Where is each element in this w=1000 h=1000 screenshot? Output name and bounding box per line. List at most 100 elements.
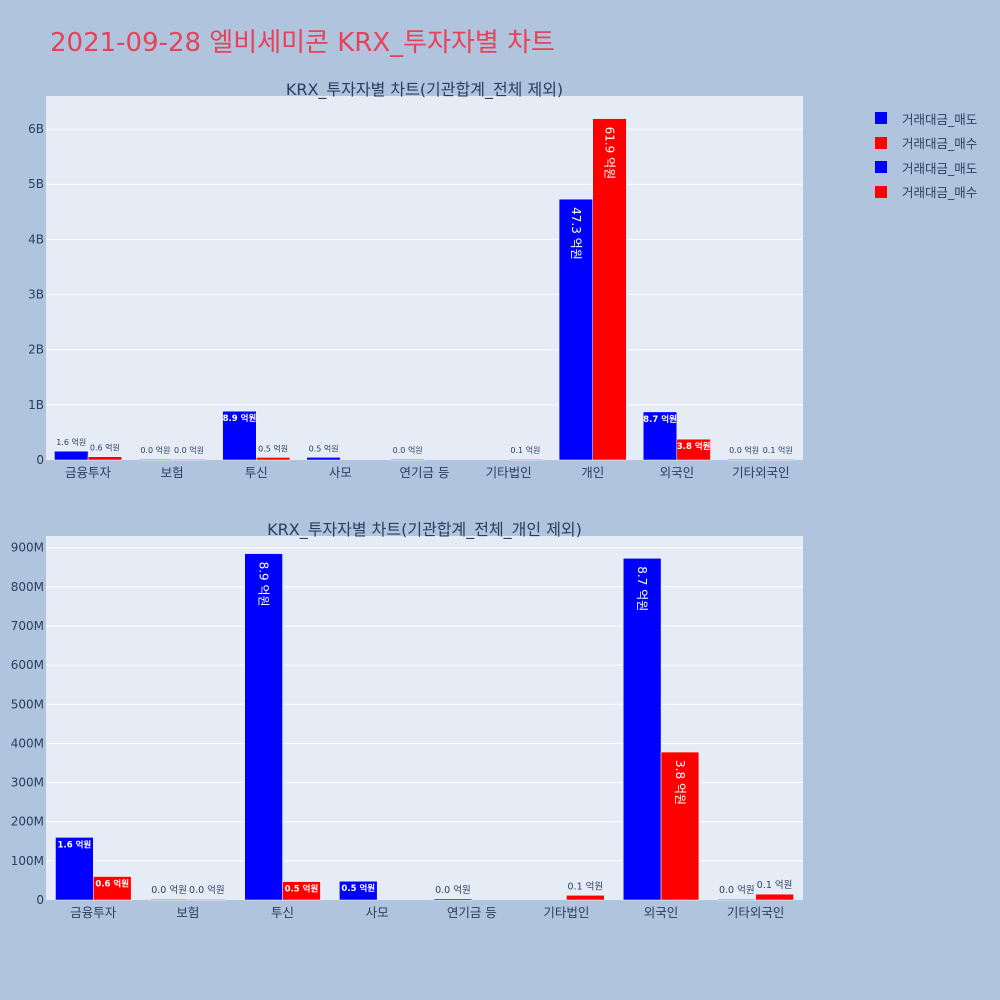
bar-data-label: 0.0 억원	[729, 445, 759, 455]
bar-sell	[339, 880, 378, 901]
bar-sell	[642, 411, 678, 461]
bar-data-label: 0.0 억원	[140, 445, 170, 455]
legend[interactable]: 거래대금_매도 거래대금_매수 거래대금_매도 거래대금_매수	[875, 106, 977, 204]
bar-buy	[566, 895, 605, 901]
bar-data-label: 61.9 억원	[603, 127, 617, 180]
bar-sell	[222, 410, 257, 461]
bar-data-label: 0.6 억원	[90, 443, 120, 453]
bar-data-label: 0.0 억원	[393, 445, 423, 455]
bar-buy	[592, 118, 627, 461]
bar-sell	[727, 458, 762, 461]
bar-data-label: 0.6 억원	[95, 879, 129, 890]
bar-sell	[433, 898, 473, 901]
x-tick-label: 금융투자	[70, 905, 117, 920]
x-tick-label: 사모	[329, 465, 352, 480]
legend-label: 거래대금_매도	[902, 160, 978, 176]
legend-label: 거래대금_매수	[902, 185, 978, 201]
bar-data-label: 0.5 억원	[285, 884, 319, 895]
x-tick-label: 기타법인	[486, 465, 532, 480]
y-tick-label: 3B	[28, 288, 44, 302]
bar-buy	[256, 457, 291, 461]
bar-sell	[622, 558, 662, 901]
bar-data-label: 0.0 억원	[151, 884, 187, 896]
chart-title: KRX_투자자별 차트(기관합계_전체_개인 제외)	[267, 520, 582, 540]
bar-sell	[558, 198, 593, 461]
bar-sell	[390, 458, 425, 461]
bar-buy	[93, 876, 132, 901]
bar-data-label: 8.7 억원	[635, 566, 649, 611]
bar-buy	[171, 458, 207, 461]
bar-sell	[306, 457, 341, 461]
x-tick-label: 연기금 등	[447, 905, 497, 920]
bar-sell	[138, 458, 173, 461]
chart-1: 0 1B 2B 3B 4B 5B 6B KRX_투자자별 차트(기관합계_전체 제외) 금융투자…	[28, 80, 803, 480]
y-tick-label: 200M	[11, 815, 44, 829]
bar-data-label: 0.0 억원	[174, 445, 204, 455]
x-tick-label: 기타법인	[543, 905, 589, 920]
x-tick-label: 연기금 등	[400, 465, 450, 480]
bar-data-label: 0.5 억원	[341, 883, 375, 894]
x-tick-label: 개인	[581, 465, 604, 480]
legend-item-buy-2[interactable]: 거래대금_매수	[875, 180, 977, 205]
bar-data-label: 0.1 억원	[763, 445, 793, 455]
bar-sell	[55, 837, 94, 901]
bar-data-label: 8.9 억원	[223, 413, 257, 424]
legend-label: 거래대금_매수	[902, 136, 978, 152]
x-tick-label: 외국인	[644, 905, 679, 920]
x-tick-label: 투신	[271, 905, 294, 920]
y-tick-label: 4B	[28, 232, 44, 246]
bar-sell	[149, 898, 189, 901]
legend-swatch-buy	[875, 136, 887, 149]
bar-data-label: 0.5 억원	[258, 443, 288, 453]
bar-data-label: 0.0 억원	[719, 884, 755, 896]
bar-data-label: 0.1 억원	[757, 879, 793, 891]
y-tick-label: 900M	[11, 541, 44, 555]
bar-buy	[676, 438, 711, 461]
y-tick-label: 500M	[11, 697, 44, 711]
legend-item-sell-2[interactable]: 거래대금_매도	[875, 155, 977, 180]
bar-data-label: 3.8 억원	[677, 441, 711, 452]
bar-buy	[187, 898, 227, 901]
y-tick-label: 0	[36, 453, 44, 467]
legend-item-sell[interactable]: 거래대금_매도	[875, 106, 977, 131]
y-tick-label: 100M	[11, 854, 44, 868]
y-tick-label: 700M	[11, 619, 44, 633]
bar-data-label: 0.5 억원	[309, 443, 339, 453]
legend-swatch-buy	[875, 185, 887, 198]
bar-sell	[717, 898, 756, 901]
page-title: 2021-09-28 엘비세미콘 KRX_투자자별 차트	[50, 28, 555, 58]
bar-data-label: 3.8 억원	[673, 760, 687, 805]
legend-label: 거래대금_매도	[902, 111, 978, 127]
x-tick-label: 외국인	[660, 465, 695, 480]
bar-data-label: 47.3 억원	[569, 207, 583, 260]
bar-buy	[660, 751, 700, 901]
x-tick-label: 투신	[245, 465, 268, 480]
x-tick-label: 기타외국인	[732, 465, 790, 480]
bar-data-label: 8.7 억원	[643, 414, 677, 425]
bar-buy	[755, 893, 794, 901]
y-tick-label: 800M	[11, 580, 44, 594]
y-tick-label: 2B	[28, 343, 44, 357]
x-tick-label: 보험	[176, 905, 199, 920]
legend-swatch-sell	[875, 112, 887, 125]
bar-data-label: 0.0 억원	[189, 884, 225, 896]
x-tick-label: 보험	[161, 465, 184, 480]
bar-sell	[54, 450, 89, 461]
bar-buy	[87, 456, 122, 461]
bar-buy	[508, 458, 543, 461]
bar-data-label: 0.0 억원	[435, 884, 471, 896]
y-tick-label: 0	[36, 893, 44, 907]
legend-swatch-sell	[875, 161, 887, 174]
bar-buy	[282, 881, 321, 901]
y-tick-label: 300M	[11, 776, 44, 790]
x-tick-label: 사모	[366, 905, 389, 920]
x-tick-label: 기타외국인	[727, 905, 785, 920]
bar-data-label: 8.9 억원	[257, 562, 271, 607]
x-tick-label: 금융투자	[65, 465, 112, 480]
y-tick-label: 600M	[11, 658, 44, 672]
bar-sell	[244, 553, 283, 901]
y-tick-label: 5B	[28, 177, 44, 191]
bar-buy	[760, 458, 795, 461]
legend-item-buy[interactable]: 거래대금_매수	[875, 131, 977, 156]
